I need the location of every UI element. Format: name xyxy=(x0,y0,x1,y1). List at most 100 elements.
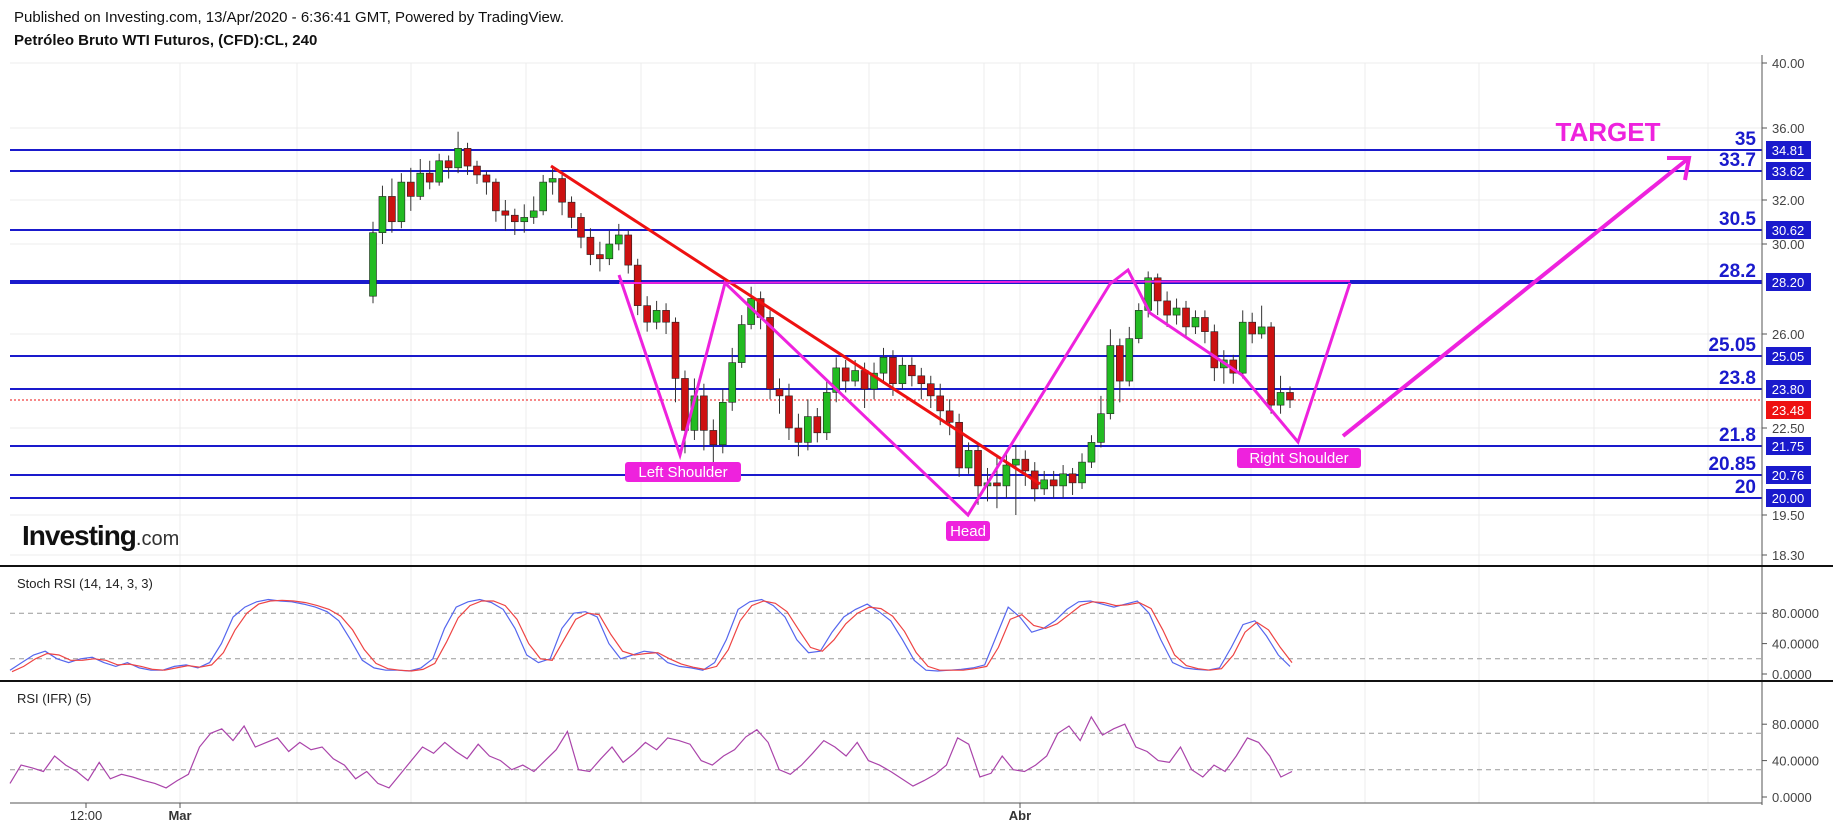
target-arrow-line xyxy=(1341,156,1691,438)
level-label: 21.8 xyxy=(1719,425,1756,446)
candle-body xyxy=(700,395,708,431)
candle-body xyxy=(1238,321,1247,374)
candle-body xyxy=(378,196,387,234)
candle-body xyxy=(548,178,557,183)
candle-body xyxy=(520,217,529,223)
candle-body xyxy=(425,172,434,183)
candle-body xyxy=(501,210,510,216)
level-label: 20.85 xyxy=(1708,454,1756,475)
price-tick-label: 32.00 xyxy=(1772,193,1805,208)
level-price-tag-text: 25.05 xyxy=(1772,349,1805,364)
candle-body xyxy=(728,362,737,403)
candle-body xyxy=(964,450,973,469)
level-price-tag xyxy=(1766,380,1811,398)
stoch-rsi-pane: Stoch RSI (14, 14, 3, 3) 80.0000 40.0000 0.… xyxy=(9,576,1819,682)
level-price-tag-text: 23.80 xyxy=(1772,382,1805,397)
candle-body xyxy=(511,214,519,223)
price-tick-label: 26.00 xyxy=(1772,327,1805,342)
level-label: 25.05 xyxy=(1708,335,1756,356)
rsi-line xyxy=(9,715,1293,789)
downtrend-line xyxy=(550,164,1041,486)
rsi-title: RSI (IFR) (5) xyxy=(17,691,91,706)
stoch-d-line xyxy=(11,599,1293,673)
candle-body xyxy=(529,210,538,218)
candle-body xyxy=(539,181,547,212)
candle-body xyxy=(794,427,803,443)
current-price-tag xyxy=(1766,401,1811,419)
candle-body xyxy=(596,254,604,260)
stoch-k-line xyxy=(9,598,1291,672)
level-price-tag xyxy=(1766,162,1811,180)
candle-body xyxy=(1106,345,1115,415)
candle-body xyxy=(889,357,897,385)
candle-body xyxy=(908,364,916,377)
price-tick-label: 22.50 xyxy=(1772,421,1805,436)
candle-body xyxy=(1210,331,1219,369)
candle-body xyxy=(1078,461,1086,484)
target-arrow-head xyxy=(1667,156,1692,181)
level-price-tag xyxy=(1766,489,1811,507)
candle-body xyxy=(1153,277,1162,302)
candle-body xyxy=(1201,317,1209,332)
rsi-tick-label: 80.0000 xyxy=(1772,717,1819,732)
candle-body xyxy=(993,482,1001,487)
price-grid xyxy=(10,62,1762,803)
candle-body xyxy=(1021,458,1030,472)
level-price-tag-text: 20.76 xyxy=(1772,468,1805,483)
candle-body xyxy=(435,160,443,183)
published-notice: Published on Investing.com, 13/Apr/2020 … xyxy=(14,9,565,26)
logo-suffix-text: .com xyxy=(135,528,180,550)
level-label: 23.8 xyxy=(1719,368,1756,389)
candle-body xyxy=(766,317,774,390)
candle-body xyxy=(454,148,462,169)
right-shoulder-box xyxy=(1237,448,1361,468)
candle-body xyxy=(558,178,566,203)
candle-body xyxy=(1248,321,1256,335)
level-price-tag xyxy=(1766,347,1811,365)
candle-body xyxy=(407,181,415,197)
candle-body xyxy=(1040,479,1049,490)
candle-body xyxy=(1002,464,1011,487)
candle-body xyxy=(822,392,831,434)
candle-body xyxy=(1191,317,1200,328)
head-shoulders-pattern xyxy=(617,267,1352,518)
candle-body xyxy=(898,364,907,385)
level-price-tag-text: 30.62 xyxy=(1772,223,1805,238)
candle-body xyxy=(917,375,926,385)
stoch-tick-label: 80.0000 xyxy=(1772,606,1819,621)
candle-body xyxy=(1276,392,1285,406)
price-tick-label: 30.00 xyxy=(1772,237,1805,252)
head-box xyxy=(946,521,990,541)
candle-body xyxy=(444,160,453,169)
candle-body xyxy=(832,367,841,393)
symbol-title: Petróleo Bruto WTI Futuros, (CFD):CL, 24… xyxy=(14,32,318,49)
candle-body xyxy=(369,232,377,297)
rsi-tick-label: 40.0000 xyxy=(1772,754,1819,769)
level-price-tag xyxy=(1766,466,1811,484)
candle-body xyxy=(605,243,614,260)
candle-body xyxy=(586,236,595,255)
level-label: 35 xyxy=(1735,129,1757,150)
candle-body xyxy=(955,421,963,469)
candle-body xyxy=(652,310,661,323)
candle-body xyxy=(775,388,784,397)
current-price-tag-text: 23.48 xyxy=(1772,403,1805,418)
neckline xyxy=(618,280,1351,284)
candle-body xyxy=(785,395,793,429)
candle-body xyxy=(1163,300,1171,316)
candle-body xyxy=(974,450,982,487)
rsi-pane: RSI (IFR) (5) 80.0000 40.0000 0.0000 xyxy=(9,691,1819,805)
candle-body xyxy=(926,383,935,397)
candle-body xyxy=(643,305,651,323)
price-tick-label: 40.00 xyxy=(1772,56,1805,71)
target-label: TARGET xyxy=(1556,117,1661,147)
level-label: 28.2 xyxy=(1719,261,1756,282)
candle-body xyxy=(1068,473,1077,484)
level-price-tag-text: 20.00 xyxy=(1772,491,1805,506)
logo-main-text: Investing xyxy=(22,520,137,551)
level-price-tag-text: 33.62 xyxy=(1772,164,1805,179)
candle-body xyxy=(624,234,633,266)
time-tick-label: 12:00 xyxy=(70,808,103,823)
candle-body xyxy=(737,324,746,363)
